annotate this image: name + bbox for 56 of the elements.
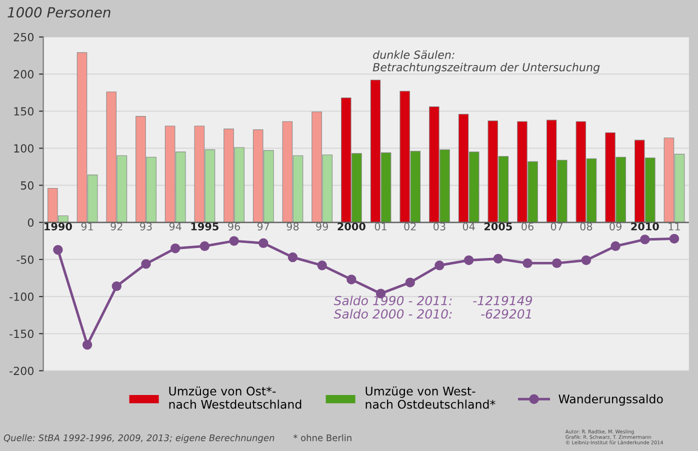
point bbox=[346, 274, 356, 284]
x-tick-label: 1995 bbox=[191, 222, 218, 230]
text: * ohne Berlin bbox=[293, 434, 352, 442]
x-tick-label: 04 bbox=[462, 222, 475, 230]
point bbox=[493, 254, 504, 264]
point bbox=[552, 258, 562, 268]
x-tick-label: 09 bbox=[610, 222, 622, 230]
x-tick-label: 2005 bbox=[484, 222, 512, 230]
point bbox=[141, 259, 151, 269]
y-axis-title: 1000 Personen bbox=[8, 7, 110, 18]
x-tick-label: 2010 bbox=[631, 222, 659, 230]
point bbox=[581, 255, 592, 266]
point bbox=[317, 260, 327, 270]
point bbox=[288, 252, 298, 262]
annotation: Saldo 2000 - 2010: -629201 bbox=[334, 308, 531, 319]
point bbox=[258, 238, 268, 248]
legend-label: Umzüge von Ost*- nach Westdeutschland bbox=[169, 386, 302, 409]
y-tick-label: -150 bbox=[10, 330, 34, 338]
x-tick-label: 98 bbox=[286, 222, 299, 230]
point bbox=[522, 258, 532, 268]
x-tick-label: 94 bbox=[169, 222, 182, 230]
y-tick-label: 50 bbox=[20, 181, 34, 190]
x-tick-label: 99 bbox=[316, 222, 328, 230]
point bbox=[640, 234, 650, 244]
x-tick-label: 08 bbox=[580, 222, 592, 230]
y-tick-label: 250 bbox=[14, 32, 34, 42]
point bbox=[405, 278, 415, 288]
point bbox=[434, 260, 444, 270]
x-tick-label: 06 bbox=[522, 222, 534, 230]
x-tick-label: 1990 bbox=[44, 222, 72, 230]
point bbox=[669, 234, 680, 244]
legend-label: Wanderungssaldo bbox=[558, 394, 663, 406]
x-tick-label: 11 bbox=[668, 222, 680, 230]
y-tick-label: -50 bbox=[16, 255, 34, 264]
x-tick-label: 91 bbox=[81, 222, 93, 230]
legend-label: Umzüge von West- nach Ostdeutschland* bbox=[366, 386, 496, 409]
y-tick-label: 100 bbox=[14, 144, 34, 153]
source-note: Quelle: StBA 1992-1996, 2009, 2013; eigene Berechnungen bbox=[4, 434, 274, 443]
point bbox=[200, 241, 210, 251]
point bbox=[112, 281, 122, 292]
point bbox=[53, 244, 63, 255]
annotation: dunkle Säulen: Betrachtungszeitraum der Untersuchung bbox=[372, 50, 600, 74]
point bbox=[229, 236, 239, 246]
x-tick-label: 2000 bbox=[338, 222, 366, 230]
y-tick-label: 0 bbox=[28, 218, 34, 227]
y-tick-label: -200 bbox=[10, 366, 34, 376]
point bbox=[610, 241, 620, 251]
x-tick-label: 96 bbox=[228, 222, 240, 230]
point bbox=[170, 243, 180, 254]
y-tick-label: 200 bbox=[14, 70, 34, 78]
point bbox=[464, 255, 474, 266]
y-tick-label: 150 bbox=[14, 107, 34, 116]
x-tick-label: 01 bbox=[374, 222, 386, 230]
point bbox=[82, 340, 92, 350]
annotation: Saldo 1990 - 2011: -1219149 bbox=[334, 296, 532, 306]
y-tick-label: -100 bbox=[10, 292, 34, 301]
